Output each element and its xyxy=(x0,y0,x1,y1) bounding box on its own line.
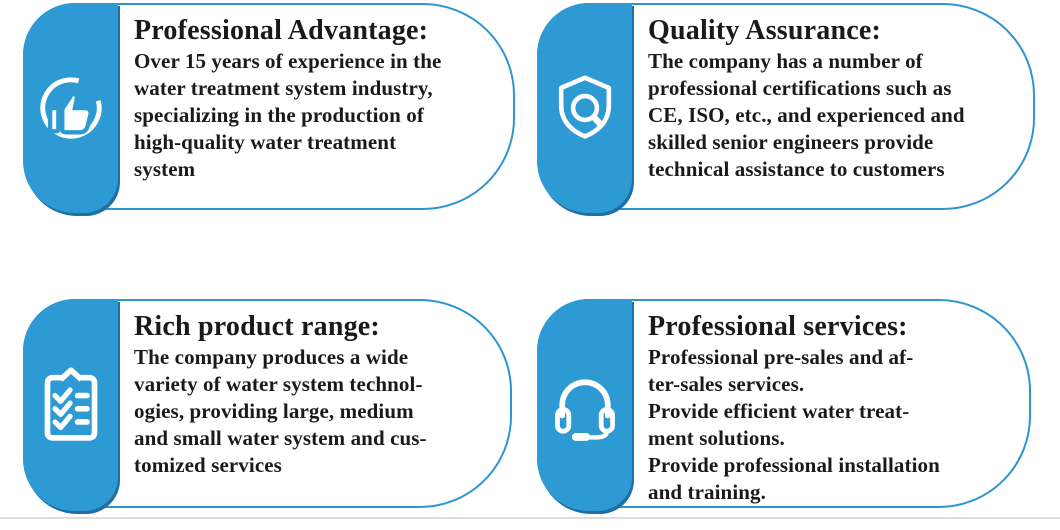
checklist-icon xyxy=(44,367,97,441)
card-title: Quality Assurance: xyxy=(648,15,882,46)
headset-icon xyxy=(554,379,615,441)
card-title: Professional Advantage: xyxy=(134,15,429,46)
card-description: The company has a number of professional… xyxy=(648,49,965,181)
card-icon-panel xyxy=(23,299,118,511)
card-icon-panel xyxy=(537,299,632,511)
card-description: The company produces a wide variety of w… xyxy=(134,345,427,477)
shield-quality-icon xyxy=(558,75,611,139)
card-icon-panel xyxy=(23,3,118,213)
card-description: Over 15 years of experience in the water… xyxy=(134,49,442,181)
feature-card-professional-advantage: Professional Advantage: Over 15 years of… xyxy=(23,3,515,213)
page-bottom-divider xyxy=(0,517,1060,519)
card-icon-panel xyxy=(537,3,632,213)
thumbs-up-icon xyxy=(39,77,102,139)
feature-card-rich-product-range: Rich product range: The company produces… xyxy=(23,299,512,511)
feature-card-professional-services: Professional services: Professional pre-… xyxy=(537,299,1031,511)
feature-card-quality-assurance: Quality Assurance: The company has a num… xyxy=(537,3,1035,213)
card-title: Professional services: xyxy=(648,311,908,342)
card-description: Professional pre-sales and af- ter-sales… xyxy=(648,345,940,504)
card-title: Rich product range: xyxy=(134,311,380,342)
